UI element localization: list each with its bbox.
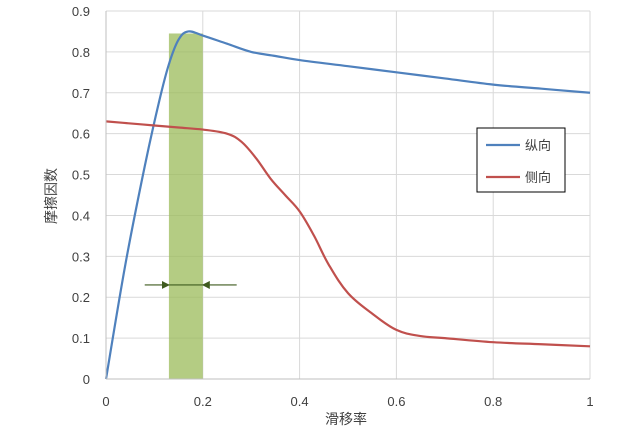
y-tick-label: 0.6: [72, 127, 90, 142]
y-tick-label: 0.9: [72, 4, 90, 19]
y-tick-label: 0.4: [72, 208, 90, 223]
y-tick-label: 0.2: [72, 290, 90, 305]
legend-label-longitudinal: 纵向: [525, 138, 551, 154]
highlight-band-layer: [168, 33, 203, 379]
x-tick-label: 0.4: [291, 394, 309, 409]
x-tick-label: 0.6: [387, 394, 405, 409]
y-tick-label: 0.8: [72, 45, 90, 60]
highlight-band: [168, 33, 203, 379]
series-layer: [104, 30, 591, 380]
y-tick-label: 0.7: [72, 86, 90, 101]
y-tick-label: 0: [83, 372, 90, 387]
x-axis-title: 滑移率: [325, 411, 367, 428]
x-tick-label: 0: [102, 394, 109, 409]
x-tick-label: 0.2: [194, 394, 212, 409]
axes: 0 0.1 0.2 0.3 0.4 0.5 0.6 0.7 0.8 0.9 0 0.2 0.4 0.6 0.…: [72, 4, 594, 409]
x-tick-label: 0.8: [484, 394, 502, 409]
x-tick-label: 1: [586, 394, 593, 409]
y-tick-label: 0.5: [72, 168, 90, 183]
y-tick-label: 0.3: [72, 249, 90, 264]
legend: 纵向 侧向: [476, 127, 566, 193]
legend-box: [476, 127, 566, 193]
y-axis-title: 摩擦因数: [43, 168, 60, 224]
series-line-lateral: [105, 120, 591, 348]
legend-label-lateral: 侧向: [525, 170, 551, 186]
series-line-longitudinal: [104, 30, 591, 380]
y-tick-label: 0.1: [72, 331, 90, 346]
